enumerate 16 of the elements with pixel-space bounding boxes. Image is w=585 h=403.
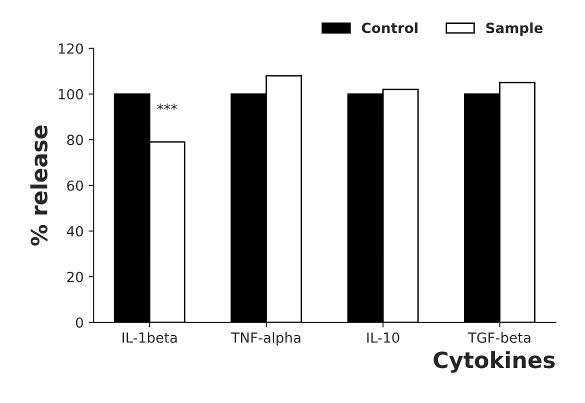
y-tick-label: 20 (67, 272, 83, 282)
x-tick-label: IL-10 (367, 332, 400, 343)
x-tick-label: TNF-alpha (231, 332, 300, 346)
legend-label: Sample (486, 22, 543, 36)
y-tick-label: 40 (66, 226, 83, 237)
legend-label: Control (362, 22, 418, 34)
y-tick-label: 120 (58, 43, 83, 54)
y-tick-label: 60 (67, 180, 83, 191)
y-tick-label: 0 (76, 317, 83, 328)
x-axis-title: Cytokines (434, 351, 555, 373)
x-tick-label: IL-1beta (122, 332, 177, 343)
y-tick-label: 100 (58, 89, 83, 100)
x-tick-label: TGF-beta (468, 332, 530, 343)
annotation: *** (157, 104, 178, 110)
y-tick-label: 80 (67, 134, 83, 146)
y-axis-title: % release (30, 125, 48, 246)
